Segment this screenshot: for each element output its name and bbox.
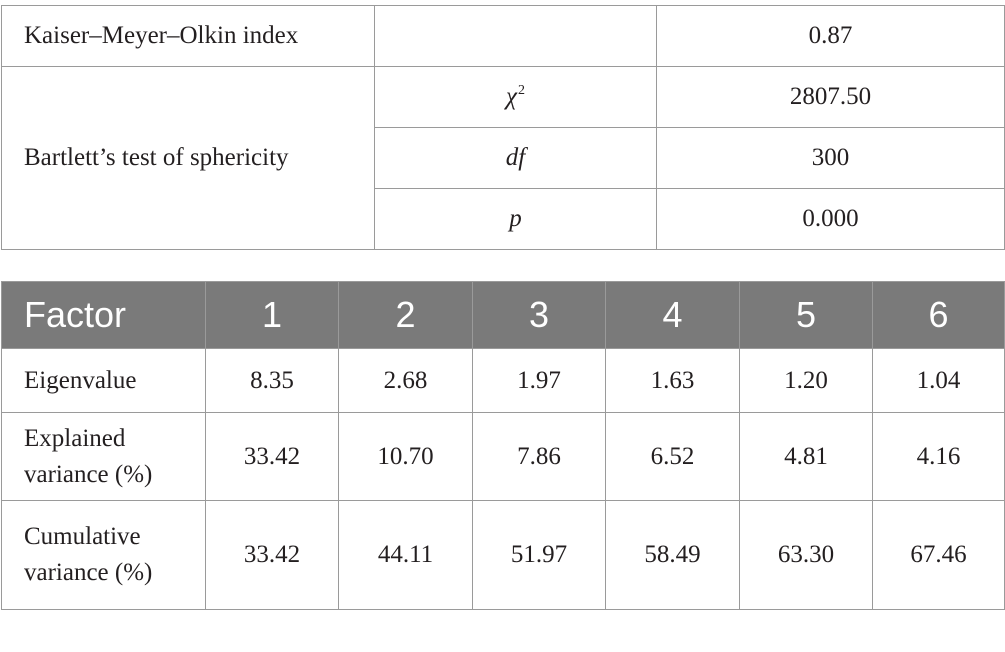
row-label-line1: Explained: [24, 424, 126, 452]
kmo-label: Kaiser–Meyer–Olkin index: [1, 5, 375, 67]
p-value: 0.000: [656, 188, 1005, 250]
table-cell: 4.16: [872, 412, 1005, 501]
table-cell: 33.42: [205, 412, 339, 501]
factor-header-5: 5: [739, 281, 873, 349]
factor-header-4: 4: [605, 281, 740, 349]
chi-square-value: 2807.50: [656, 66, 1005, 128]
kmo-bartlett-table: Kaiser–Meyer–Olkin index 0.87 Bartlett’s…: [1, 5, 1005, 250]
bartlett-df-row: df 300: [2, 127, 1005, 189]
chi-square-stat: χ2: [374, 66, 657, 128]
table-cell: 1.20: [739, 348, 873, 413]
table-cell: 33.42: [205, 500, 339, 610]
row-label: Eigenvalue: [1, 348, 206, 413]
kmo-row: Kaiser–Meyer–Olkin index 0.87: [1, 5, 1005, 67]
table-cell: 58.49: [605, 500, 740, 610]
table-cell: 1.97: [472, 348, 606, 413]
chi-symbol: χ: [506, 83, 517, 110]
bartlett-chi-row: Bartlett’s test of sphericity χ2 2807.50: [1, 66, 1005, 250]
table-cell: 1.63: [605, 348, 740, 413]
table-cell: 2.68: [338, 348, 473, 413]
table-cell: 51.97: [472, 500, 606, 610]
factor-table: Factor 1 2 3 4 5 6 Eigenvalue 8.35 2.68 …: [1, 281, 1005, 610]
table-cell: 4.81: [739, 412, 873, 501]
df-value: 300: [656, 127, 1005, 189]
table-cell: 8.35: [205, 348, 339, 413]
table-row: Explained variance (%) 33.42 10.70 7.86 6…: [1, 412, 1005, 501]
factor-header-3: 3: [472, 281, 606, 349]
kmo-stat-cell: [374, 5, 657, 67]
row-label: Cumulative variance (%): [1, 500, 206, 610]
table-row: Cumulative variance (%) 33.42 44.11 51.97…: [1, 500, 1005, 610]
factor-header-1: 1: [205, 281, 339, 349]
table-cell: 6.52: [605, 412, 740, 501]
table-cell: 7.86: [472, 412, 606, 501]
table-cell: 10.70: [338, 412, 473, 501]
row-label-line2: variance (%): [24, 559, 153, 586]
bartlett-p-row: p 0.000: [2, 188, 1005, 250]
factor-header-2: 2: [338, 281, 473, 349]
factor-header-label: Factor: [1, 281, 206, 349]
table-cell: 67.46: [872, 500, 1005, 610]
table-cell: 63.30: [739, 500, 873, 610]
chi-superscript: 2: [518, 83, 525, 98]
factor-header-6: 6: [872, 281, 1005, 349]
row-label-line1: Eigenvalue: [24, 366, 137, 394]
p-stat: p: [374, 188, 657, 250]
table-cell: 44.11: [338, 500, 473, 610]
factor-header-row: Factor 1 2 3 4 5 6: [1, 281, 1005, 349]
row-label-line1: Cumulative: [24, 523, 141, 550]
row-label-line2: variance (%): [24, 460, 153, 488]
table-row: Eigenvalue 8.35 2.68 1.97 1.63 1.20 1.04: [1, 348, 1005, 413]
bartlett-label: Bartlett’s test of sphericity: [1, 66, 375, 250]
row-label: Explained variance (%): [1, 412, 206, 501]
kmo-value: 0.87: [656, 5, 1005, 67]
df-stat: df: [374, 127, 657, 189]
table-cell: 1.04: [872, 348, 1005, 413]
